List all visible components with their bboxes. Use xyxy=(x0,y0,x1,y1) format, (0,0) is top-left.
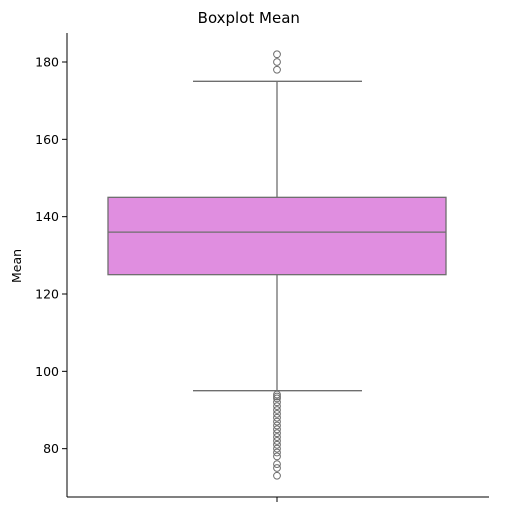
boxplot xyxy=(107,50,447,480)
outlier-point xyxy=(273,433,281,441)
outlier-point xyxy=(273,464,281,472)
outlier-point xyxy=(273,429,281,438)
outlier-point xyxy=(273,406,281,414)
y-tick-label: 120 xyxy=(35,287,59,302)
outlier-point xyxy=(273,440,281,449)
outlier-point xyxy=(273,390,281,399)
outlier-point xyxy=(273,392,281,401)
outlier-point xyxy=(273,413,281,422)
chart-title: Boxplot Mean xyxy=(198,9,300,27)
outlier-point xyxy=(273,398,281,407)
y-tick-label: 140 xyxy=(35,209,59,224)
outlier-point xyxy=(273,425,281,434)
outlier-point xyxy=(273,394,281,403)
outlier-point xyxy=(273,460,281,469)
outlier-point xyxy=(273,409,281,418)
outlier-point xyxy=(273,452,281,461)
outlier-point xyxy=(273,471,281,480)
y-ticks: 80 100 120 140 160 180 xyxy=(35,55,67,456)
y-tick-label: 180 xyxy=(35,55,59,70)
outlier-point xyxy=(273,448,281,457)
box-iqr xyxy=(107,196,447,276)
outlier-point xyxy=(273,58,281,66)
outlier-point xyxy=(273,421,281,430)
outlier-point xyxy=(273,402,281,411)
y-axis-label: Mean xyxy=(9,249,24,283)
y-tick-label: 100 xyxy=(35,364,59,379)
outlier-point xyxy=(273,444,281,453)
outlier-point xyxy=(273,417,281,426)
outlier-point xyxy=(273,50,281,59)
y-tick-label: 80 xyxy=(43,441,59,456)
outlier-point xyxy=(273,65,281,74)
y-tick-label: 160 xyxy=(35,132,59,147)
outlier-point xyxy=(273,437,281,445)
